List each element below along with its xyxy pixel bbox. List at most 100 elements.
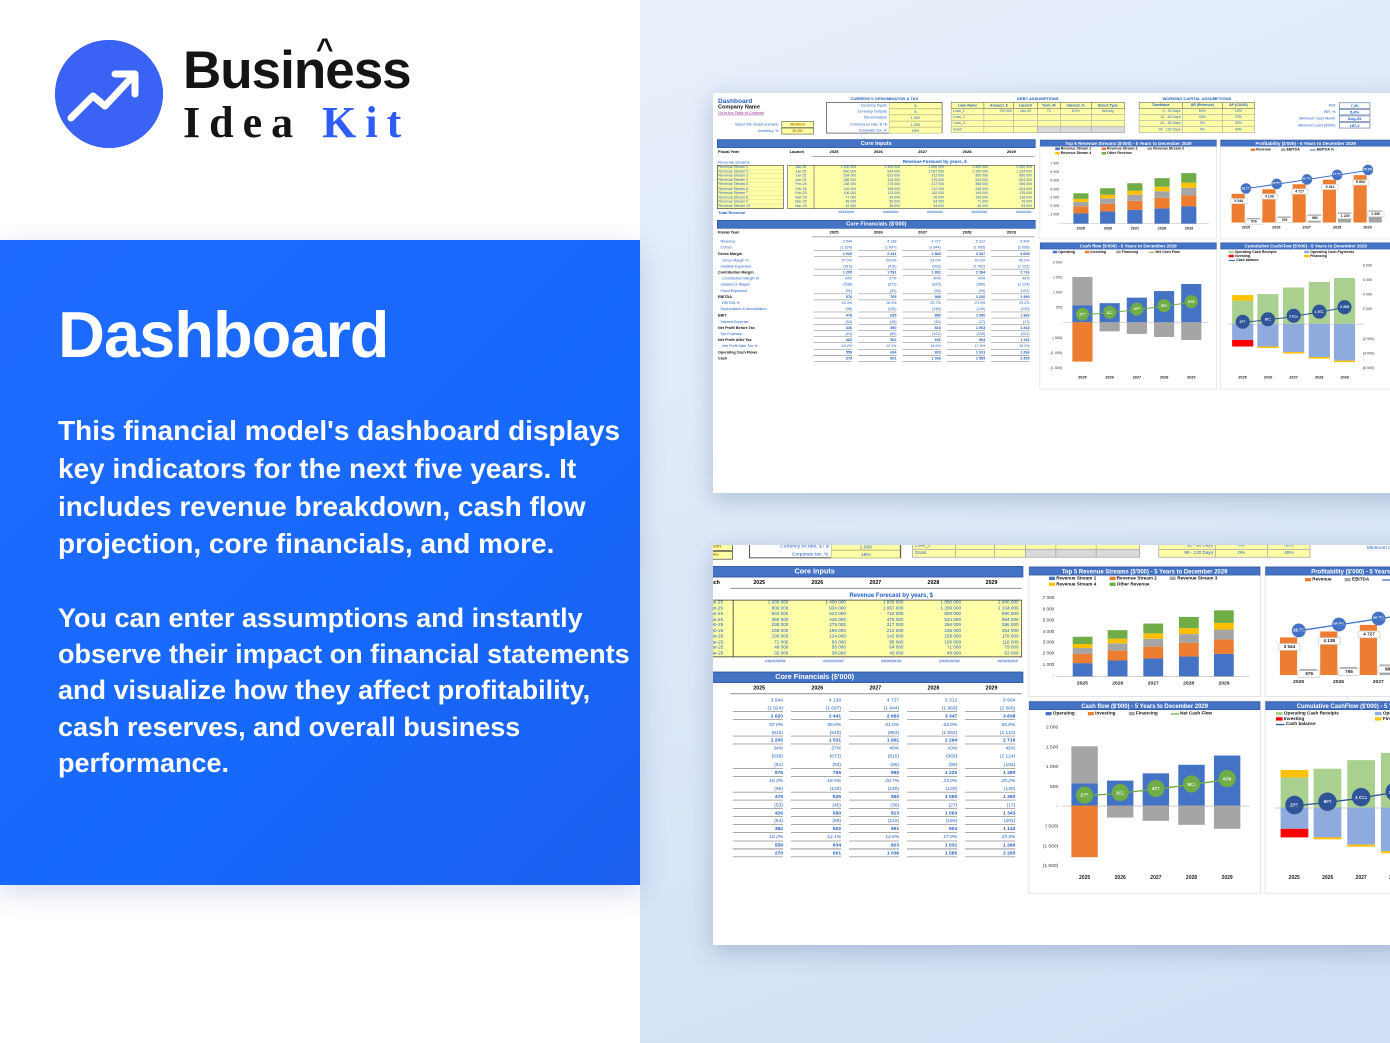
- revenue-value-cell[interactable]: 124 000: [791, 634, 849, 640]
- debt-cell[interactable]: [955, 548, 995, 558]
- revenue-value-cell[interactable]: 142 000: [902, 191, 947, 196]
- debt-cell[interactable]: Grant: [912, 548, 956, 558]
- revenue-value-cell[interactable]: 2 000 000: [963, 600, 1022, 607]
- revenue-value-cell[interactable]: 56 000: [858, 199, 903, 205]
- revenue-value-cell[interactable]: 64 000: [848, 645, 907, 651]
- inventory-input[interactable]: 30.0%: [781, 127, 814, 135]
- revenue-stream-name[interactable]: Revenue Stream 7: [717, 191, 784, 196]
- revenue-value-cell[interactable]: 278 000: [791, 622, 849, 629]
- revenue-launch-cell[interactable]: Mar-25: [788, 199, 815, 205]
- revenue-value-cell[interactable]: 71 000: [814, 195, 859, 200]
- currency-row-value[interactable]: 1.000: [831, 545, 901, 551]
- revenue-value-cell[interactable]: 48 000: [946, 204, 991, 209]
- revenue-value-cell[interactable]: 95 000: [848, 639, 907, 646]
- debt-cell[interactable]: [1036, 126, 1061, 133]
- revenue-stream-name[interactable]: Revenue Stream 8: [717, 195, 784, 200]
- revenue-launch-cell[interactable]: Jan-25: [788, 174, 815, 179]
- revenue-value-cell[interactable]: 800 000: [814, 169, 859, 175]
- currency-row-value[interactable]: 15%: [831, 550, 901, 559]
- revenue-value-cell[interactable]: 83 000: [858, 195, 903, 200]
- revenue-value-cell[interactable]: 56 000: [791, 645, 849, 651]
- revenue-value-cell[interactable]: 534 000: [733, 611, 792, 618]
- revenue-value-cell[interactable]: 396 000: [963, 622, 1022, 629]
- revenue-value-cell[interactable]: 475 000: [902, 178, 947, 183]
- revenue-value-cell[interactable]: 38 000: [858, 204, 903, 209]
- wc-cell[interactable]: 40%: [1182, 114, 1223, 121]
- debt-cell[interactable]: [983, 126, 1015, 133]
- revenue-value-cell[interactable]: 1 200 000: [946, 169, 991, 175]
- revenue-value-cell[interactable]: 159 000: [733, 628, 792, 635]
- revenue-value-cell[interactable]: 48 000: [814, 199, 859, 205]
- revenue-value-cell[interactable]: 1 067 000: [848, 606, 907, 612]
- revenue-launch-cell[interactable]: Feb-25: [713, 628, 734, 635]
- revenue-value-cell[interactable]: 1 067 000: [902, 169, 947, 175]
- scenario-select[interactable]: Medium: [781, 121, 814, 128]
- wc-cell[interactable]: 40%: [1222, 126, 1255, 133]
- debt-cell[interactable]: [1095, 548, 1141, 558]
- debt-cell[interactable]: Annuity: [1090, 108, 1125, 115]
- revenue-stream-name[interactable]: Revenue Stream 1: [717, 165, 784, 170]
- revenue-value-cell[interactable]: 356 000: [733, 617, 792, 623]
- revenue-value-cell[interactable]: 356 000: [906, 622, 964, 629]
- revenue-launch-cell[interactable]: Mar-25: [713, 645, 734, 651]
- wc-cell[interactable]: 0%: [1215, 548, 1269, 558]
- wc-cell[interactable]: 90 - 120 Days: [1158, 548, 1216, 558]
- revenue-value-cell[interactable]: 264 000: [990, 186, 1035, 192]
- revenue-value-cell[interactable]: 238 000: [733, 622, 792, 629]
- debt-cell[interactable]: [1055, 548, 1097, 558]
- revenue-value-cell[interactable]: 159 000: [906, 634, 964, 640]
- revenue-value-cell[interactable]: 712 000: [902, 174, 947, 179]
- revenue-launch-cell[interactable]: Jan-25: [788, 169, 815, 175]
- revenue-stream-name[interactable]: Revenue Stream 6: [717, 186, 784, 192]
- debt-cell[interactable]: Grant: [950, 126, 985, 133]
- wc-cell[interactable]: 0%: [1182, 126, 1223, 133]
- currency-row-value[interactable]: $: [888, 102, 942, 109]
- revenue-value-cell[interactable]: 186 000: [791, 628, 849, 635]
- currency-row-value[interactable]: 15%: [888, 127, 942, 134]
- revenue-value-cell[interactable]: 1 200 000: [814, 165, 859, 170]
- revenue-value-cell[interactable]: 890 000: [990, 174, 1035, 179]
- revenue-value-cell[interactable]: 534 000: [946, 178, 991, 183]
- scenario-select[interactable]: Medium: [713, 545, 733, 551]
- debt-cell[interactable]: 700 000: [983, 108, 1015, 115]
- debt-cell[interactable]: [983, 114, 1015, 121]
- revenue-stream-name[interactable]: Revenue Stream 5: [717, 182, 784, 187]
- revenue-launch-cell[interactable]: Jan-25: [713, 611, 734, 618]
- revenue-value-cell[interactable]: 159 000: [946, 191, 991, 196]
- revenue-value-cell[interactable]: 317 000: [848, 622, 907, 629]
- revenue-value-cell[interactable]: 238 000: [946, 186, 991, 192]
- debt-cell[interactable]: [1013, 126, 1038, 133]
- revenue-value-cell[interactable]: 396 000: [990, 182, 1035, 187]
- revenue-value-cell[interactable]: 43 000: [902, 204, 947, 209]
- revenue-value-cell[interactable]: 53 000: [963, 650, 1022, 657]
- revenue-value-cell[interactable]: 124 000: [858, 191, 903, 196]
- revenue-value-cell[interactable]: 79 000: [990, 199, 1035, 205]
- revenue-value-cell[interactable]: 106 000: [814, 191, 859, 196]
- revenue-value-cell[interactable]: 800 000: [946, 174, 991, 179]
- revenue-value-cell[interactable]: 416 000: [858, 178, 903, 183]
- revenue-value-cell[interactable]: 38 000: [791, 650, 849, 657]
- revenue-value-cell[interactable]: 534 000: [906, 617, 964, 623]
- revenue-launch-cell[interactable]: Jan-25: [788, 178, 815, 183]
- revenue-value-cell[interactable]: 1 334 000: [963, 606, 1022, 612]
- revenue-value-cell[interactable]: 118 000: [990, 195, 1035, 200]
- revenue-launch-cell[interactable]: Mar-25: [788, 195, 815, 200]
- revenue-value-cell[interactable]: 48 000: [906, 650, 964, 657]
- revenue-value-cell[interactable]: 356 000: [814, 178, 859, 183]
- revenue-launch-cell[interactable]: Feb-25: [788, 191, 815, 196]
- revenue-value-cell[interactable]: 475 000: [848, 617, 907, 623]
- revenue-value-cell[interactable]: 176 000: [990, 191, 1035, 196]
- revenue-value-cell[interactable]: 48 000: [733, 645, 792, 651]
- revenue-value-cell[interactable]: 176 000: [963, 634, 1022, 640]
- revenue-stream-name[interactable]: Revenue Stream 10: [717, 204, 784, 209]
- revenue-value-cell[interactable]: 278 000: [858, 182, 903, 187]
- revenue-value-cell[interactable]: 159 000: [814, 186, 859, 192]
- revenue-value-cell[interactable]: 83 000: [791, 639, 849, 646]
- revenue-stream-name[interactable]: Revenue Stream 3: [717, 174, 784, 179]
- revenue-value-cell[interactable]: 623 000: [791, 611, 849, 618]
- revenue-launch-cell[interactable]: Jan-25: [713, 600, 734, 607]
- toc-link[interactable]: Go to the Table of Contents: [718, 110, 764, 116]
- revenue-value-cell[interactable]: 1 334 000: [990, 169, 1035, 175]
- revenue-launch-cell[interactable]: Jan-25: [713, 606, 734, 612]
